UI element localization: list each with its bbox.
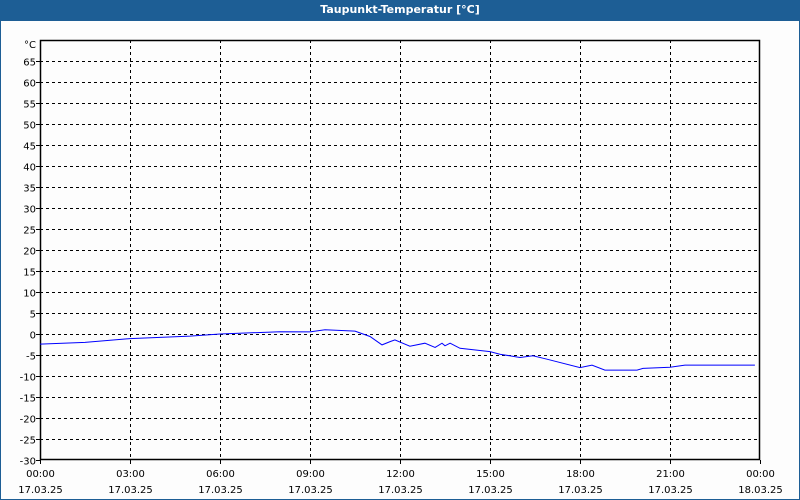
x-tick-time: 12:00 [386, 469, 415, 480]
y-axis-unit: °C [24, 40, 36, 51]
y-tick-label: -30 [20, 457, 36, 468]
y-tick-label: 35 [23, 184, 36, 195]
x-tick-time: 00:00 [26, 469, 55, 480]
y-tick-label: 0 [30, 331, 36, 342]
x-tick-date: 17.03.25 [108, 485, 153, 496]
x-tick-date: 18.03.25 [738, 485, 783, 496]
y-tick-label: -10 [20, 373, 36, 384]
y-tick-label: -25 [20, 436, 36, 447]
y-tick-label: 50 [23, 121, 36, 132]
x-tick-date: 17.03.25 [18, 485, 63, 496]
y-tick-label: 45 [23, 142, 36, 153]
y-tick-label: 55 [23, 100, 36, 111]
y-tick-label: 15 [23, 268, 36, 279]
y-tick-label: -5 [26, 352, 36, 363]
y-tick-label: 65 [23, 58, 36, 69]
x-tick-date: 17.03.25 [468, 485, 513, 496]
y-tick-label: 10 [23, 289, 36, 300]
x-tick-time: 21:00 [656, 469, 685, 480]
x-tick-time: 15:00 [476, 469, 505, 480]
x-tick-date: 17.03.25 [198, 485, 243, 496]
window-title: Taupunkt-Temperatur [°C] [1, 1, 799, 21]
x-tick-date: 17.03.25 [648, 485, 693, 496]
x-tick-date: 17.03.25 [378, 485, 423, 496]
y-tick-label: 60 [23, 79, 36, 90]
y-tick-label: 5 [30, 310, 36, 321]
y-tick-label: 20 [23, 247, 36, 258]
x-tick-time: 18:00 [566, 469, 595, 480]
y-tick-label: -20 [20, 415, 36, 426]
x-tick-time: 03:00 [116, 469, 145, 480]
y-tick-label: -15 [20, 394, 36, 405]
x-tick-time: 06:00 [206, 469, 235, 480]
x-tick-time: 00:00 [746, 469, 775, 480]
y-tick-label: 40 [23, 163, 36, 174]
plot-frame [39, 39, 761, 461]
x-tick-date: 17.03.25 [288, 485, 333, 496]
y-tick-label: 25 [23, 226, 36, 237]
x-tick-date: 17.03.25 [558, 485, 603, 496]
y-tick-label: 30 [23, 205, 36, 216]
x-tick-time: 09:00 [296, 469, 325, 480]
series-line-0 [39, 329, 755, 371]
